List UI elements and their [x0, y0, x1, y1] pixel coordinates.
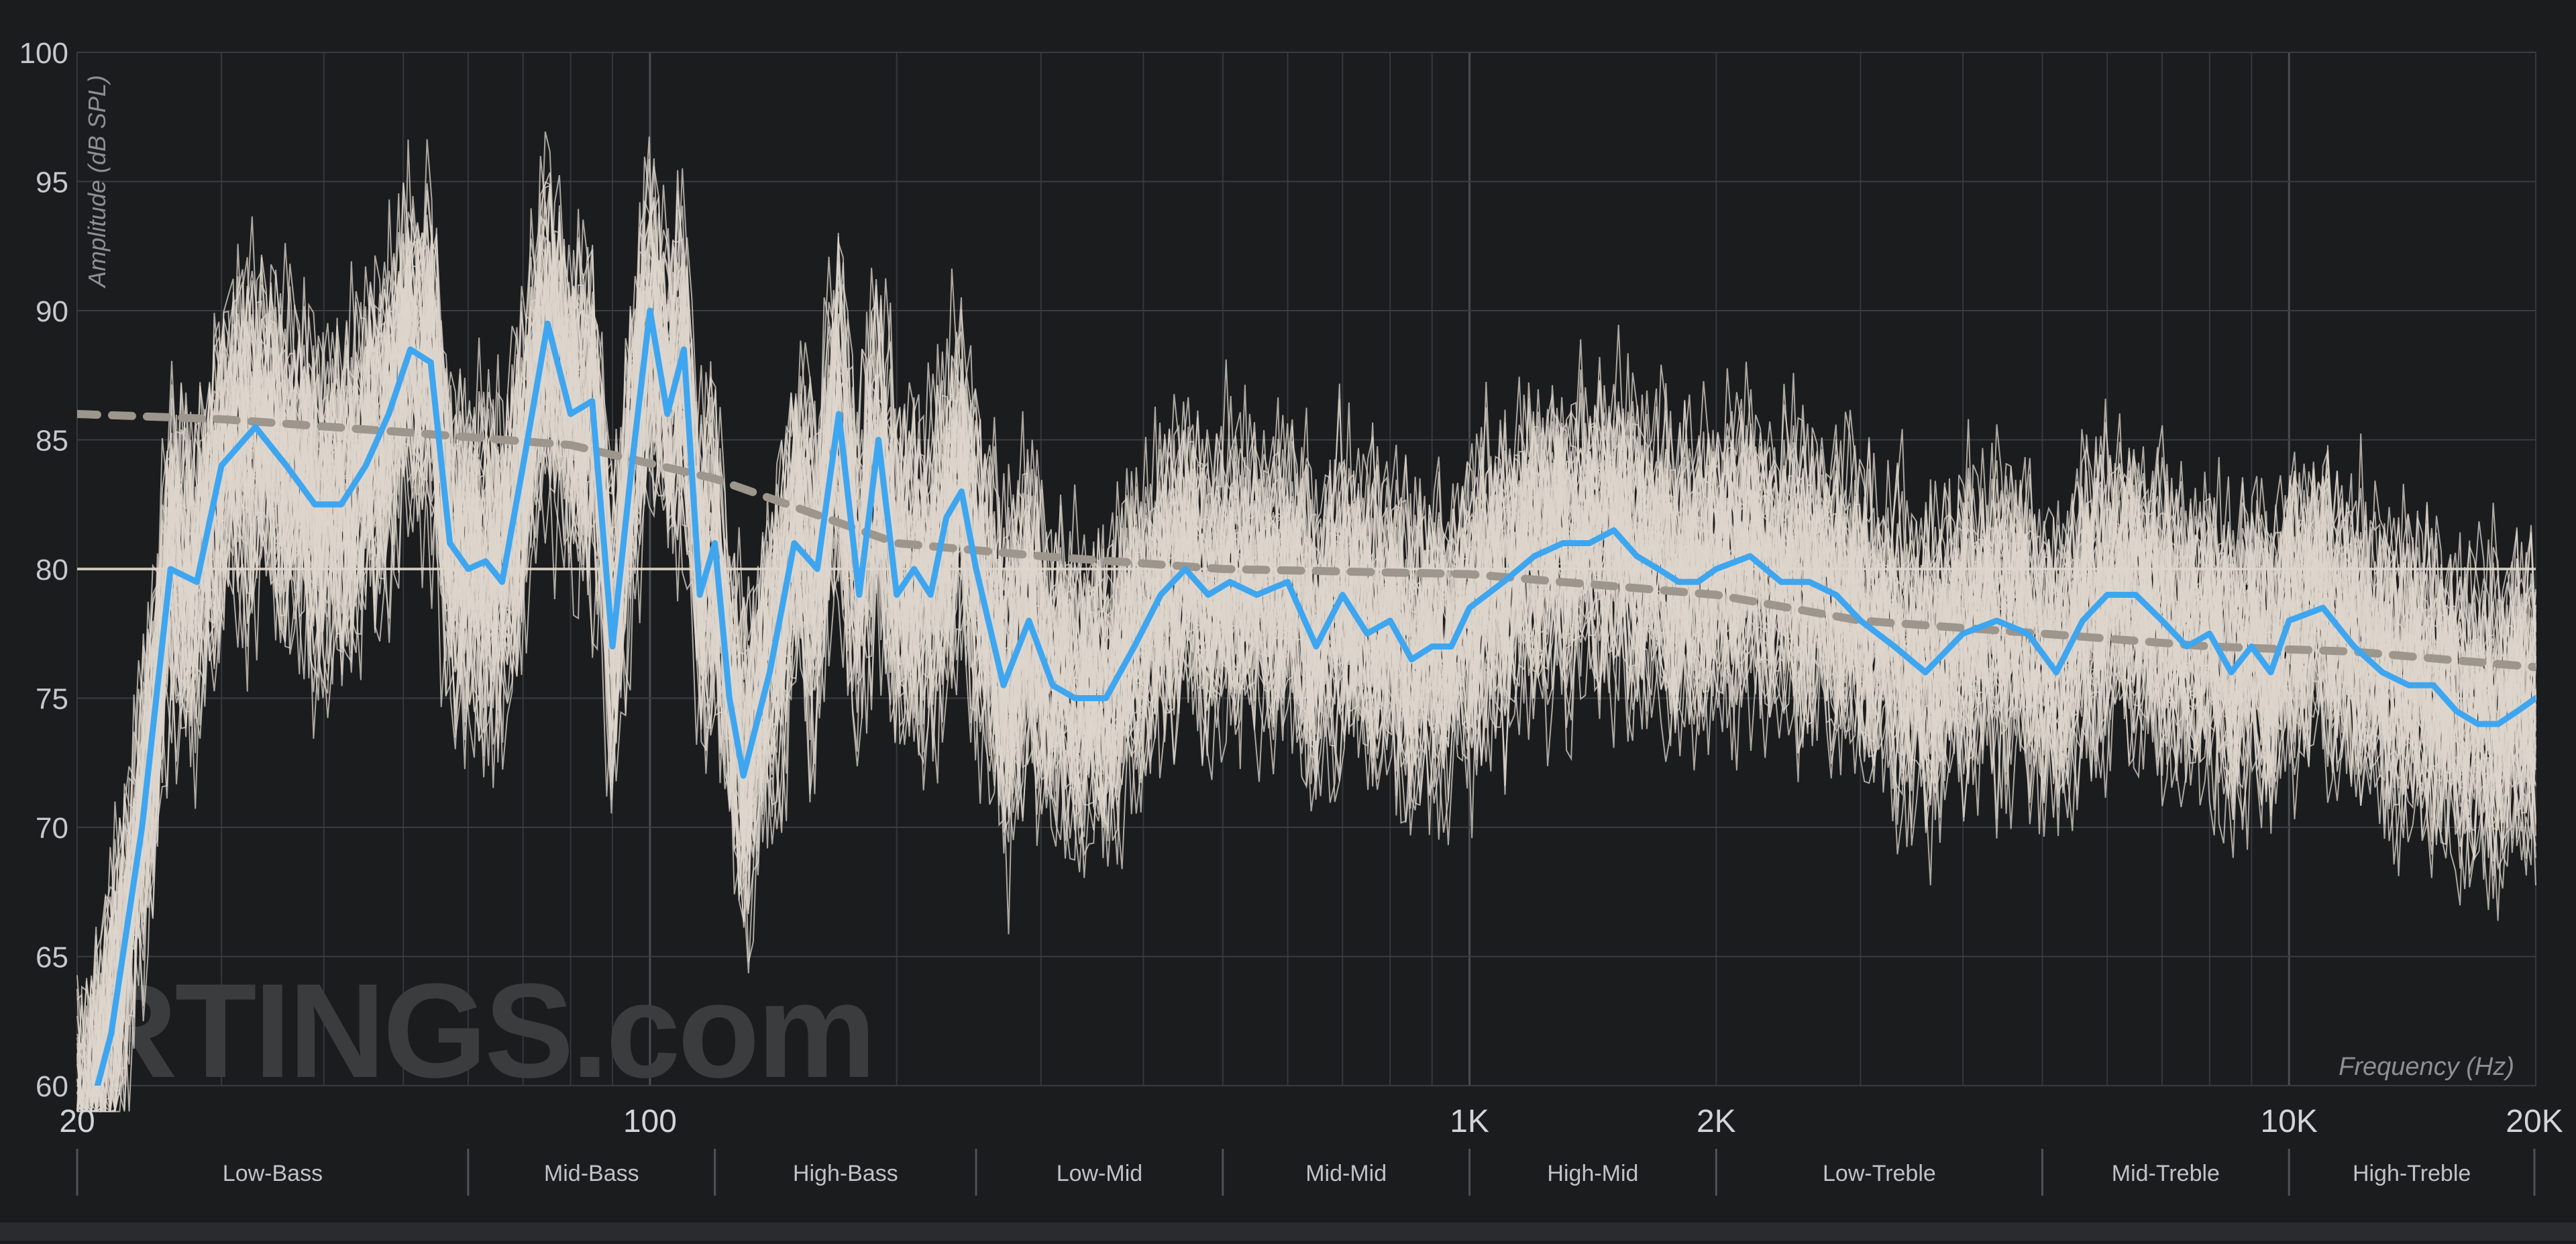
- bottom-strip: [0, 1223, 2576, 1241]
- sample-curve: [77, 335, 2536, 1112]
- x-tick-label: 10K: [2261, 1104, 2318, 1139]
- y-tick-label: 80: [36, 554, 68, 586]
- x-tick-label: 20: [59, 1104, 95, 1139]
- target-curve: [77, 410, 2536, 672]
- y-tick-label: 95: [36, 166, 68, 199]
- x-tick-label: 1K: [1450, 1104, 1489, 1139]
- band-label: Low-Bass: [223, 1161, 323, 1186]
- band-label: High-Treble: [2353, 1161, 2471, 1186]
- y-tick-label: 90: [36, 295, 68, 328]
- average-response-curve: [94, 307, 2536, 1086]
- band-label: High-Bass: [793, 1161, 898, 1186]
- band-label: Low-Treble: [1823, 1161, 1936, 1186]
- sample-curve: [77, 166, 2536, 1112]
- sample-curve: [76, 195, 2536, 1112]
- y-tick-label: 75: [36, 683, 68, 716]
- series-layer: [77, 307, 2536, 1086]
- y-tick-label: 70: [36, 812, 68, 845]
- y-tick-label: 60: [36, 1070, 68, 1103]
- sample-curve: [76, 277, 2536, 1112]
- x-axis-label: Frequency (Hz): [2339, 1053, 2514, 1081]
- sample-curve: [76, 227, 2536, 1112]
- band-label: Mid-Treble: [2112, 1161, 2220, 1186]
- sample-curves: [76, 131, 2536, 1113]
- sample-curve: [76, 264, 2536, 1112]
- axes: 60 65 70 75 80 85 90 95 100 20 100 1K 2K 10K 20K: [19, 37, 2563, 1139]
- x-tick-label: 20K: [2506, 1104, 2563, 1139]
- y-axis-label: Amplitude (dB SPL): [83, 75, 111, 289]
- watermark: RTINGS.com: [80, 956, 873, 1106]
- sample-curve: [77, 221, 2536, 1112]
- band-label: Mid-Mid: [1305, 1161, 1387, 1186]
- x-tick-label: 100: [623, 1104, 677, 1139]
- band-label: High-Mid: [1547, 1161, 1638, 1186]
- band-label: Low-Mid: [1057, 1161, 1142, 1186]
- band-label: Mid-Bass: [544, 1161, 639, 1186]
- x-tick-label: 2K: [1697, 1104, 1736, 1139]
- frequency-bands: Low-Bass Mid-Bass High-Bass Low-Mid Mid-Mid H…: [76, 1149, 2536, 1196]
- y-tick-label: 65: [36, 941, 68, 974]
- y-tick-label: 85: [36, 425, 68, 458]
- y-tick-label: 100: [19, 37, 68, 70]
